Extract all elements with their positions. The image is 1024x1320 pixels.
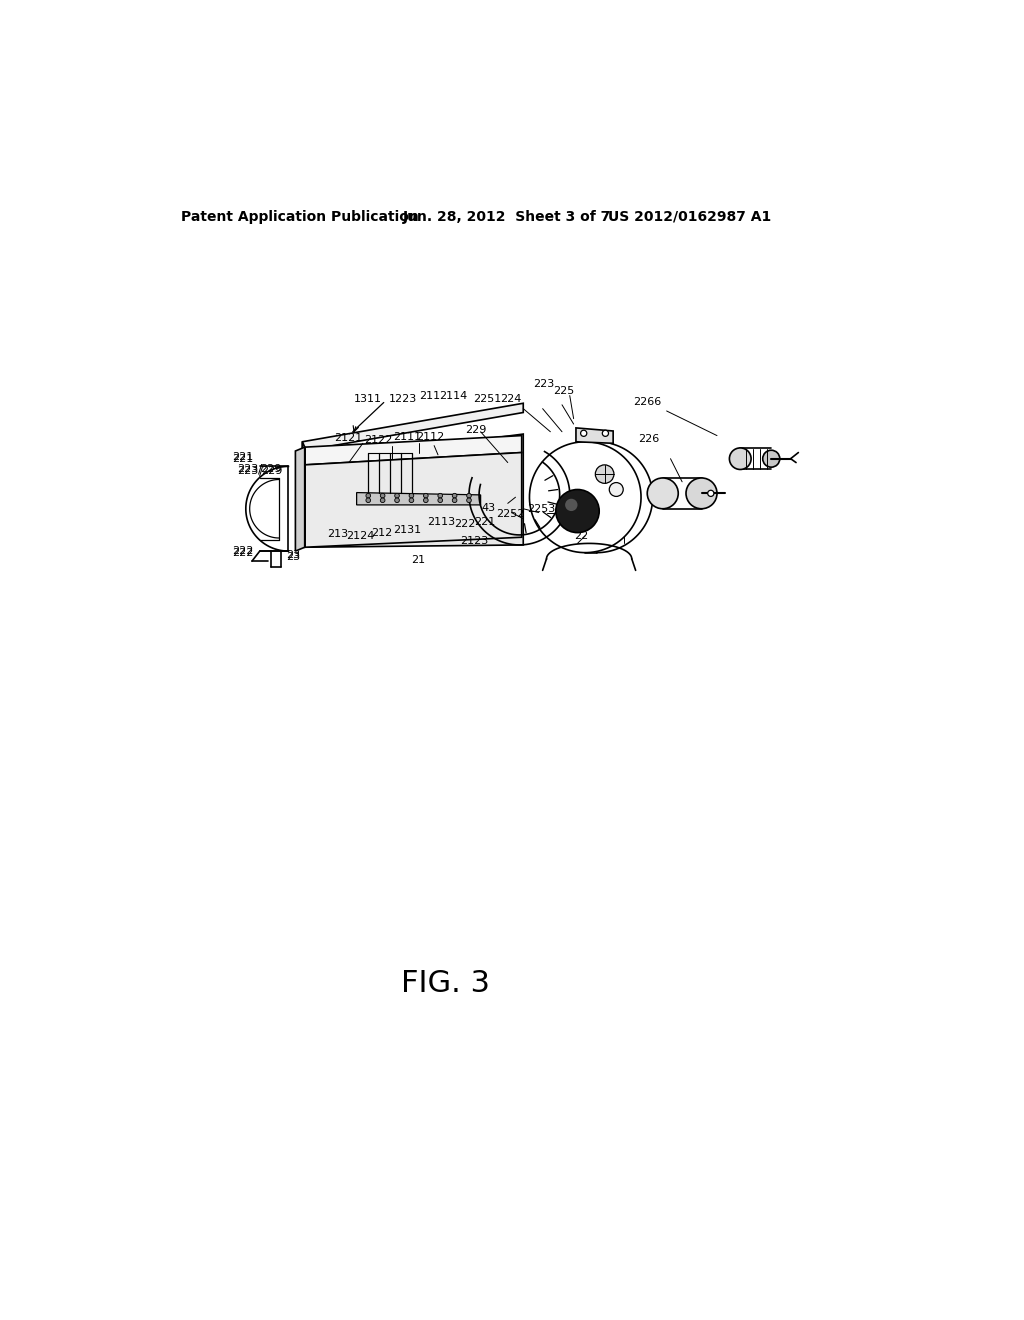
Text: 222: 222 (232, 548, 253, 557)
Circle shape (467, 494, 471, 498)
Text: 2113: 2113 (427, 517, 455, 527)
Text: 221: 221 (474, 517, 496, 527)
Text: 2124: 2124 (346, 531, 375, 541)
Text: 223: 223 (532, 379, 554, 389)
Text: 2251: 2251 (473, 395, 502, 404)
Text: 2122: 2122 (365, 436, 392, 445)
Ellipse shape (729, 447, 751, 470)
Ellipse shape (647, 478, 678, 508)
Text: 2266: 2266 (633, 397, 662, 407)
Circle shape (556, 490, 599, 532)
Text: 2131: 2131 (393, 524, 421, 535)
Text: 23: 23 (286, 550, 300, 560)
Text: 229: 229 (465, 425, 486, 436)
Circle shape (380, 494, 385, 498)
Text: 223: 223 (238, 466, 259, 477)
Text: 43: 43 (481, 503, 496, 513)
Circle shape (394, 498, 399, 503)
Polygon shape (356, 492, 480, 506)
Ellipse shape (686, 478, 717, 508)
Text: 2111: 2111 (393, 432, 421, 442)
Circle shape (453, 498, 457, 503)
Text: 221: 221 (232, 454, 253, 463)
Text: Jun. 28, 2012  Sheet 3 of 7: Jun. 28, 2012 Sheet 3 of 7 (403, 210, 611, 224)
Polygon shape (305, 453, 521, 548)
Text: 2253: 2253 (527, 504, 555, 513)
Circle shape (438, 494, 442, 498)
Polygon shape (295, 447, 305, 552)
Text: 224: 224 (500, 395, 521, 404)
Text: /: / (259, 465, 263, 478)
Text: 229: 229 (261, 466, 282, 477)
Circle shape (410, 494, 414, 498)
Polygon shape (302, 404, 523, 451)
Text: 21: 21 (412, 556, 426, 565)
Circle shape (394, 494, 399, 498)
Polygon shape (302, 442, 311, 548)
Circle shape (467, 498, 471, 503)
Polygon shape (575, 428, 613, 444)
Text: 2252: 2252 (496, 510, 524, 519)
Text: 212: 212 (372, 528, 393, 539)
Text: 22: 22 (574, 531, 589, 541)
Text: 213: 213 (327, 529, 348, 539)
Text: 225: 225 (553, 385, 574, 396)
Text: 222: 222 (455, 519, 476, 529)
Circle shape (380, 498, 385, 503)
Text: 211: 211 (419, 391, 440, 400)
Text: 229: 229 (260, 463, 282, 474)
Circle shape (438, 498, 442, 503)
Circle shape (410, 498, 414, 503)
Text: 222: 222 (232, 546, 253, 556)
Circle shape (565, 499, 578, 511)
Text: 2112: 2112 (416, 432, 444, 442)
Text: 223: 223 (238, 463, 259, 474)
Circle shape (609, 483, 624, 496)
Text: 226: 226 (638, 434, 659, 445)
Text: 2121: 2121 (334, 433, 362, 444)
Ellipse shape (708, 490, 714, 496)
Text: 2114: 2114 (439, 391, 468, 400)
Text: 23: 23 (286, 552, 300, 562)
Text: FIG. 3: FIG. 3 (401, 969, 490, 998)
Text: /: / (258, 462, 262, 475)
Text: 221: 221 (232, 453, 253, 462)
Text: Patent Application Publication: Patent Application Publication (180, 210, 419, 224)
Text: 1311: 1311 (354, 393, 382, 404)
Circle shape (602, 430, 608, 437)
Polygon shape (305, 436, 521, 465)
Text: US 2012/0162987 A1: US 2012/0162987 A1 (608, 210, 772, 224)
Ellipse shape (763, 450, 779, 467)
Circle shape (366, 494, 371, 498)
Text: 1223: 1223 (389, 393, 417, 404)
Circle shape (595, 465, 614, 483)
Text: 2123: 2123 (461, 536, 488, 546)
Circle shape (424, 494, 428, 498)
Circle shape (453, 494, 457, 498)
Circle shape (581, 430, 587, 437)
Circle shape (366, 498, 371, 503)
Polygon shape (302, 434, 523, 548)
Circle shape (424, 498, 428, 503)
